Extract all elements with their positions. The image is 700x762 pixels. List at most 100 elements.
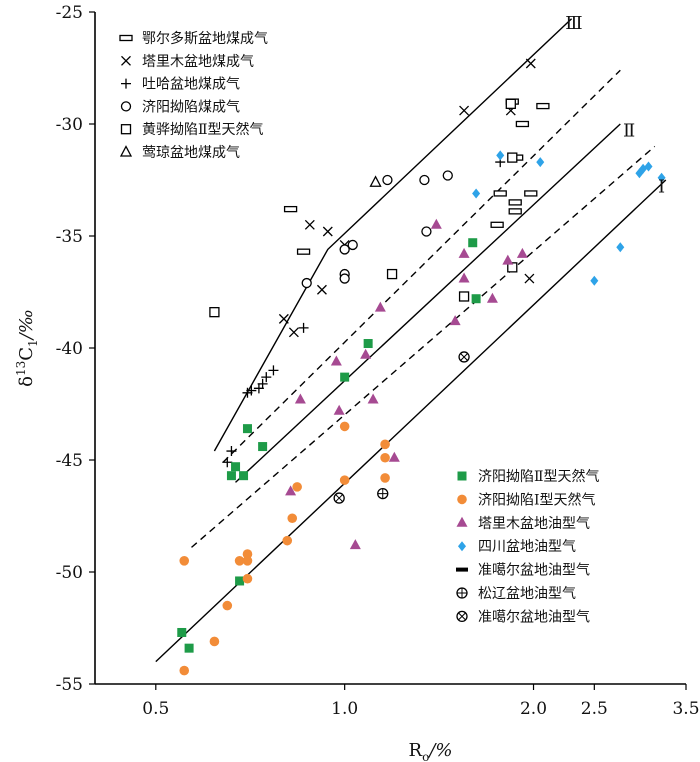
data-point xyxy=(231,462,241,472)
legend-marker xyxy=(457,471,467,481)
data-point xyxy=(242,424,252,434)
data-point xyxy=(458,351,470,363)
legend-bottom: 济阳拗陷Ⅱ型天然气济阳拗陷Ⅰ型天然气塔里木盆地油型气四川盆地油型气准噶尔盆地油型… xyxy=(456,468,600,625)
data-point xyxy=(339,244,350,255)
data-point xyxy=(486,292,498,303)
y-tick-label: -35 xyxy=(56,227,83,247)
reference-lines xyxy=(155,18,667,663)
data-point xyxy=(505,98,516,109)
data-point xyxy=(298,322,309,333)
data-point xyxy=(339,273,350,284)
data-point xyxy=(222,600,233,611)
data-point xyxy=(282,535,293,546)
data-point xyxy=(536,102,550,110)
legend-marker xyxy=(457,494,467,505)
legend-label: 四川盆地油型气 xyxy=(478,539,576,555)
y-tick-label: -50 xyxy=(56,563,83,583)
reference-line-4 xyxy=(191,145,656,548)
data-point xyxy=(459,105,470,116)
y-tick-label: -30 xyxy=(56,115,83,135)
data-point xyxy=(288,327,299,338)
x-ticks: 0.5 1.0 2.0 2.5 3.5 xyxy=(142,684,700,719)
data-point xyxy=(490,221,504,228)
data-point xyxy=(242,556,253,566)
y-tick-label: -45 xyxy=(56,451,83,471)
legend-label: 莺琼盆地煤成气 xyxy=(142,145,240,161)
data-point xyxy=(380,452,390,463)
series-2 xyxy=(222,157,506,468)
legend-label: 吐哈盆地煤成气 xyxy=(142,77,240,93)
legend-label: 松辽盆地油型气 xyxy=(478,586,576,602)
data-point xyxy=(468,238,478,248)
data-point xyxy=(644,161,653,172)
data-point xyxy=(380,439,390,450)
data-point xyxy=(179,665,190,676)
data-point xyxy=(502,254,514,265)
legend-label: 济阳拗陷煤成气 xyxy=(142,99,240,115)
data-point xyxy=(380,473,390,483)
data-point xyxy=(471,294,481,304)
legend-marker xyxy=(120,124,132,135)
data-point xyxy=(525,58,536,69)
data-point xyxy=(340,372,350,382)
legend-label: 准噶尔盆地油型气 xyxy=(478,609,590,625)
data-point xyxy=(369,175,382,187)
legend-label: 鄂尔多斯盆地煤成气 xyxy=(142,30,268,47)
legend-marker xyxy=(458,541,466,552)
series-9 xyxy=(472,150,666,286)
legend-marker xyxy=(456,567,468,572)
data-point xyxy=(268,365,279,376)
legend-marker xyxy=(121,78,131,89)
data-point xyxy=(239,471,249,481)
data-point xyxy=(322,226,333,237)
legend-marker xyxy=(120,101,132,112)
x-tick-label: 2.5 xyxy=(581,699,608,719)
data-point xyxy=(184,643,194,653)
data-point xyxy=(292,482,302,492)
legend-label: 济阳拗陷Ⅱ型天然气 xyxy=(478,468,600,485)
reference-line-1 xyxy=(213,18,573,452)
data-point xyxy=(388,451,400,462)
data-point xyxy=(508,208,522,215)
y-tick-label: -25 xyxy=(56,3,83,23)
data-point xyxy=(209,636,220,647)
data-point xyxy=(333,404,345,415)
data-point xyxy=(616,242,625,253)
x-tick-label: 1.0 xyxy=(331,699,358,719)
legend-label: 塔里木盆地油型气 xyxy=(478,516,590,532)
legend-marker xyxy=(456,610,468,623)
data-point xyxy=(294,393,306,404)
series-11 xyxy=(377,487,389,500)
data-point xyxy=(590,275,599,286)
data-point xyxy=(242,549,253,559)
data-point xyxy=(301,277,312,289)
data-point xyxy=(234,556,245,566)
y-tick-label: -55 xyxy=(56,675,83,695)
data-point xyxy=(360,348,372,359)
data-point xyxy=(516,247,528,258)
data-point xyxy=(458,247,470,258)
data-point xyxy=(386,268,398,280)
data-point xyxy=(226,446,237,457)
line-label: Ⅰ xyxy=(658,177,665,198)
series-7 xyxy=(179,421,390,676)
data-point xyxy=(177,627,187,637)
data-points xyxy=(177,58,666,676)
data-point xyxy=(278,313,289,324)
axis-labels: Ro/% δ13C1/‰ xyxy=(14,309,452,762)
data-point xyxy=(347,239,358,251)
data-point xyxy=(339,475,350,485)
series-12 xyxy=(333,351,470,504)
legend-label: 黄骅拗陷Ⅱ型天然气 xyxy=(142,121,264,138)
data-point xyxy=(349,539,361,550)
data-point xyxy=(209,307,220,318)
line-labels: Ⅲ Ⅱ Ⅰ xyxy=(565,13,665,198)
data-point xyxy=(333,492,345,504)
data-point xyxy=(493,190,507,197)
series-5 xyxy=(369,175,382,187)
y-axis-label: δ13C1/‰ xyxy=(14,309,40,387)
data-point xyxy=(330,355,342,366)
legend-marker xyxy=(121,55,131,66)
x-axis-label: Ro/% xyxy=(409,740,453,762)
